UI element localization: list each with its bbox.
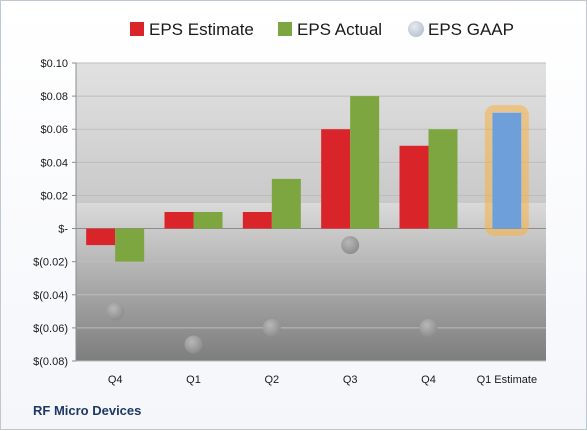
gaap-point bbox=[341, 236, 360, 255]
actual-bar bbox=[193, 212, 223, 229]
actual-bar bbox=[428, 129, 458, 229]
y-tick-label: $0.02 bbox=[40, 190, 68, 202]
gaap-points bbox=[106, 236, 438, 354]
x-axis-ticks: Q4 Q1 Q2 Q3 Q4 Q1 Estimate bbox=[108, 374, 537, 386]
y-axis-ticks: $0.10 $0.08 $0.06 $0.04 $0.02 $- $(0.02) $(0.04… bbox=[33, 58, 68, 368]
x-tick-label: Q2 bbox=[264, 374, 279, 386]
estimate-bar bbox=[242, 212, 272, 229]
y-tick-label: $(0.02) bbox=[33, 257, 68, 269]
estimate-bar bbox=[321, 129, 351, 229]
estimate-bar bbox=[164, 212, 194, 229]
legend-actual-swatch bbox=[278, 22, 292, 36]
estimate-bar bbox=[86, 228, 116, 246]
plot-area bbox=[76, 63, 546, 361]
y-tick-label: $0.08 bbox=[40, 91, 68, 103]
y-tick-label: $0.04 bbox=[40, 157, 68, 169]
x-tick-label: Q4 bbox=[108, 374, 123, 386]
legend-gaap-swatch bbox=[408, 21, 424, 37]
actual-bar bbox=[271, 178, 301, 229]
x-tick-label: Q1 bbox=[186, 374, 201, 386]
legend-estimate-label: EPS Estimate bbox=[149, 20, 254, 39]
y-tick-label: $0.10 bbox=[40, 58, 68, 70]
bar-series bbox=[86, 96, 529, 262]
y-tick-label: $(0.04) bbox=[33, 290, 68, 302]
y-tick-label: $0.06 bbox=[40, 124, 68, 136]
x-tick-label: Q3 bbox=[343, 374, 358, 386]
gridlines bbox=[72, 62, 546, 362]
gaap-point bbox=[262, 318, 281, 337]
estimate-bar bbox=[399, 145, 429, 229]
forecast-bar bbox=[492, 112, 522, 229]
x-tick-label: Q4 bbox=[421, 374, 436, 386]
actual-bar bbox=[115, 228, 145, 262]
y-tick-label: $(0.06) bbox=[33, 323, 68, 335]
gaap-point bbox=[106, 302, 125, 321]
x-tick-label: Q1 Estimate bbox=[477, 374, 538, 386]
gaap-point bbox=[419, 318, 438, 337]
forecast-glow bbox=[484, 105, 529, 237]
y-tick-label: $- bbox=[58, 224, 68, 236]
legend-estimate-swatch bbox=[130, 22, 144, 36]
legend-gaap-label: EPS GAAP bbox=[428, 20, 514, 39]
actual-bar bbox=[350, 96, 380, 229]
legend: EPS Estimate EPS Actual EPS GAAP bbox=[130, 20, 514, 39]
company-name: RF Micro Devices bbox=[33, 403, 142, 418]
legend-actual-label: EPS Actual bbox=[297, 20, 382, 39]
y-tick-label: $(0.08) bbox=[33, 356, 68, 368]
gaap-point bbox=[184, 335, 203, 354]
